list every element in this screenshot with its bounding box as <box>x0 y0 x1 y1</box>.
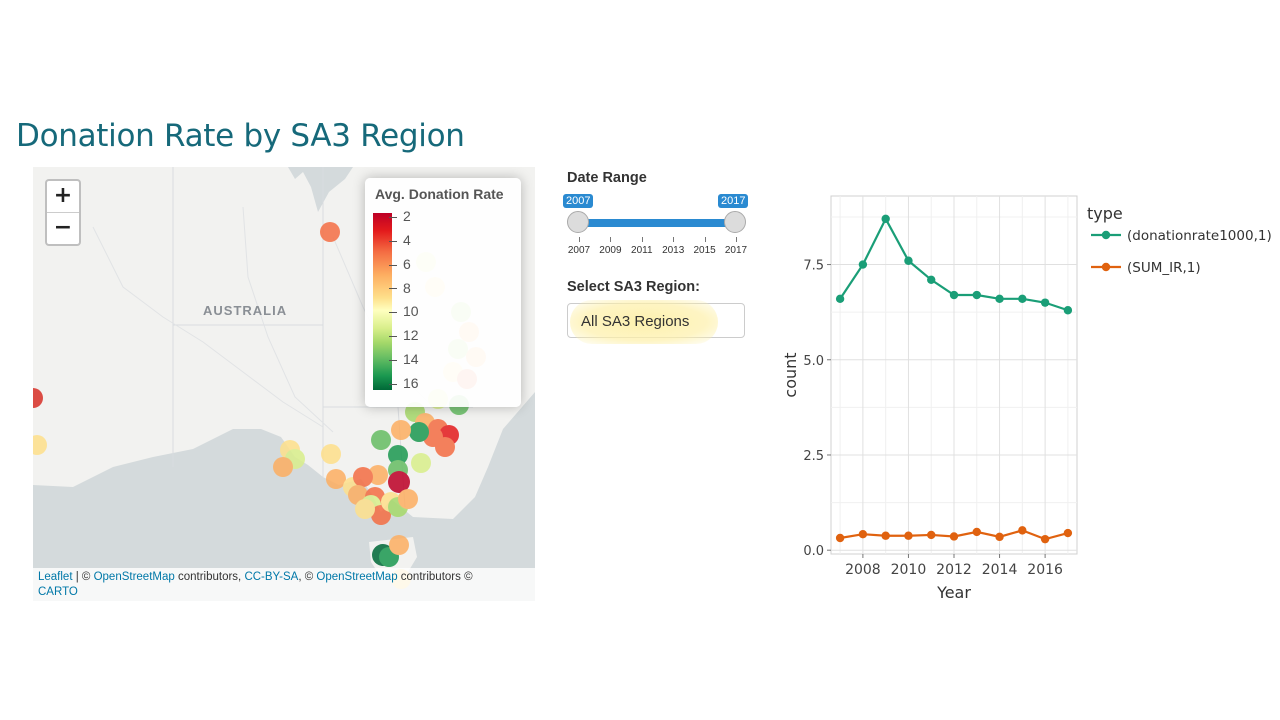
slider-tick-mark <box>704 237 706 242</box>
slider-ticks: 2007 2009 2011 2013 2015 2017 <box>563 237 755 267</box>
x-tick-label: 2014 <box>982 562 1018 578</box>
data-point <box>1040 298 1050 307</box>
legend-series-label: (donationrate1000,1) <box>1127 228 1272 244</box>
data-point <box>858 260 868 269</box>
donation-map[interactable]: AUSTRALIA + − Avg. Donation Rate 2 4 6 8 10 1… <box>33 167 535 601</box>
slider-to-value: 2017 <box>718 194 749 208</box>
data-point <box>881 531 890 540</box>
data-point <box>858 529 868 539</box>
slider-tick-label: 2011 <box>631 245 653 256</box>
slider-tick-label: 2007 <box>567 245 591 256</box>
data-point <box>927 275 936 284</box>
slider-tick-mark <box>641 237 643 242</box>
page-title: Donation Rate by SA3 Region <box>16 118 465 154</box>
x-axis-title: Year <box>936 583 971 602</box>
carto-link[interactable]: CARTO <box>38 586 78 598</box>
data-point <box>949 290 959 300</box>
attribution-text: contributors © <box>397 571 473 583</box>
slider-tick-label: 2009 <box>599 245 622 256</box>
slider-tick-label: 2015 <box>693 245 716 256</box>
openstreetmap-link[interactable]: OpenStreetMap <box>316 571 398 583</box>
legend-color-scale <box>373 213 392 390</box>
data-point <box>1063 528 1073 538</box>
data-point <box>949 532 959 541</box>
legend-tick-label: 2 <box>389 208 411 224</box>
y-tick-label: 5.0 <box>803 354 824 369</box>
data-point <box>904 256 913 265</box>
data-point <box>1040 534 1050 544</box>
data-point <box>1018 294 1027 304</box>
map-legend: Avg. Donation Rate 2 4 6 8 10 12 14 16 <box>365 178 521 407</box>
x-tick-label: 2008 <box>845 562 881 578</box>
slider-selected-range[interactable] <box>579 219 736 227</box>
date-range-label: Date Range <box>567 170 647 186</box>
zoom-in-button[interactable]: + <box>53 183 73 208</box>
attribution-text: | © <box>72 571 94 583</box>
map-country-label: AUSTRALIA <box>203 303 288 318</box>
data-point <box>881 214 890 224</box>
attribution-text: , © <box>298 571 317 583</box>
legend-marker <box>1101 230 1111 240</box>
data-point <box>904 531 913 540</box>
slider-from-handle[interactable] <box>567 211 589 233</box>
y-tick-label: 2.5 <box>803 449 824 464</box>
data-point <box>972 527 981 537</box>
slider-tick-label: 2013 <box>662 245 685 256</box>
cc-by-sa-link[interactable]: CC-BY-SA <box>244 571 299 583</box>
attribution-text: contributors, <box>174 571 245 583</box>
legend-title: Avg. Donation Rate <box>375 186 504 202</box>
region-select-label: Select SA3 Region: <box>567 279 700 295</box>
slider-tick-mark <box>673 237 675 242</box>
chart-svg: 2008 2010 2012 2014 2016 0.0 2.5 5.0 7.5 Year coun… <box>781 195 1272 602</box>
data-point <box>995 532 1004 542</box>
data-point <box>972 290 981 300</box>
map-attribution: Leaflet | © OpenStreetMap contributors, … <box>33 568 535 601</box>
date-range-slider[interactable]: 2007 2017 2007 2009 2011 2013 2015 2017 <box>563 194 755 264</box>
donation-line-chart: 2008 2010 2012 2014 2016 0.0 2.5 5.0 7.5 Year coun… <box>770 180 1275 610</box>
slider-tick-mark <box>736 237 737 242</box>
legend-tick-label: 8 <box>389 280 411 296</box>
data-point <box>927 530 936 540</box>
data-point <box>835 294 845 304</box>
region-select-value: All SA3 Regions <box>581 313 690 330</box>
slider-tick-label: 2017 <box>724 245 748 256</box>
data-point <box>1018 526 1027 535</box>
legend-tick-label: 4 <box>389 232 411 248</box>
y-axis-title: count <box>781 352 800 397</box>
legend-tick-label: 14 <box>389 351 419 367</box>
zoom-control: + − <box>45 179 81 246</box>
legend-series-label: (SUM_IR,1) <box>1127 260 1201 276</box>
x-tick-label: 2016 <box>1027 562 1063 578</box>
data-point <box>835 533 845 543</box>
slider-tick-mark <box>579 237 580 242</box>
x-tick-label: 2010 <box>891 562 927 578</box>
y-tick-label: 0.0 <box>803 544 824 559</box>
legend-marker <box>1101 262 1111 272</box>
slider-tick-mark <box>610 237 612 242</box>
openstreetmap-link[interactable]: OpenStreetMap <box>93 571 175 583</box>
y-tick-label: 7.5 <box>803 259 824 274</box>
click-highlight <box>570 300 718 344</box>
legend-tick-label: 10 <box>389 303 419 319</box>
slider-to-handle[interactable] <box>724 211 746 233</box>
slider-from-value: 2007 <box>563 194 594 208</box>
zoom-out-button[interactable]: − <box>47 212 79 244</box>
region-select[interactable]: All SA3 Regions <box>567 300 745 344</box>
leaflet-link[interactable]: Leaflet <box>38 571 73 583</box>
legend-ticks: 2 4 6 8 10 12 14 16 <box>389 208 509 391</box>
x-tick-label: 2012 <box>936 562 972 578</box>
chart-legend-title: type <box>1087 204 1123 223</box>
legend-tick-label: 12 <box>389 327 419 343</box>
data-point <box>995 294 1004 304</box>
legend-tick-label: 16 <box>389 375 419 391</box>
data-point <box>1063 306 1073 315</box>
legend-tick-label: 6 <box>389 256 411 272</box>
